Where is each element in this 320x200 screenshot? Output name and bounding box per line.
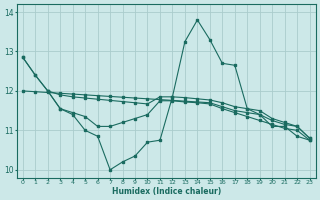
X-axis label: Humidex (Indice chaleur): Humidex (Indice chaleur) bbox=[112, 187, 221, 196]
